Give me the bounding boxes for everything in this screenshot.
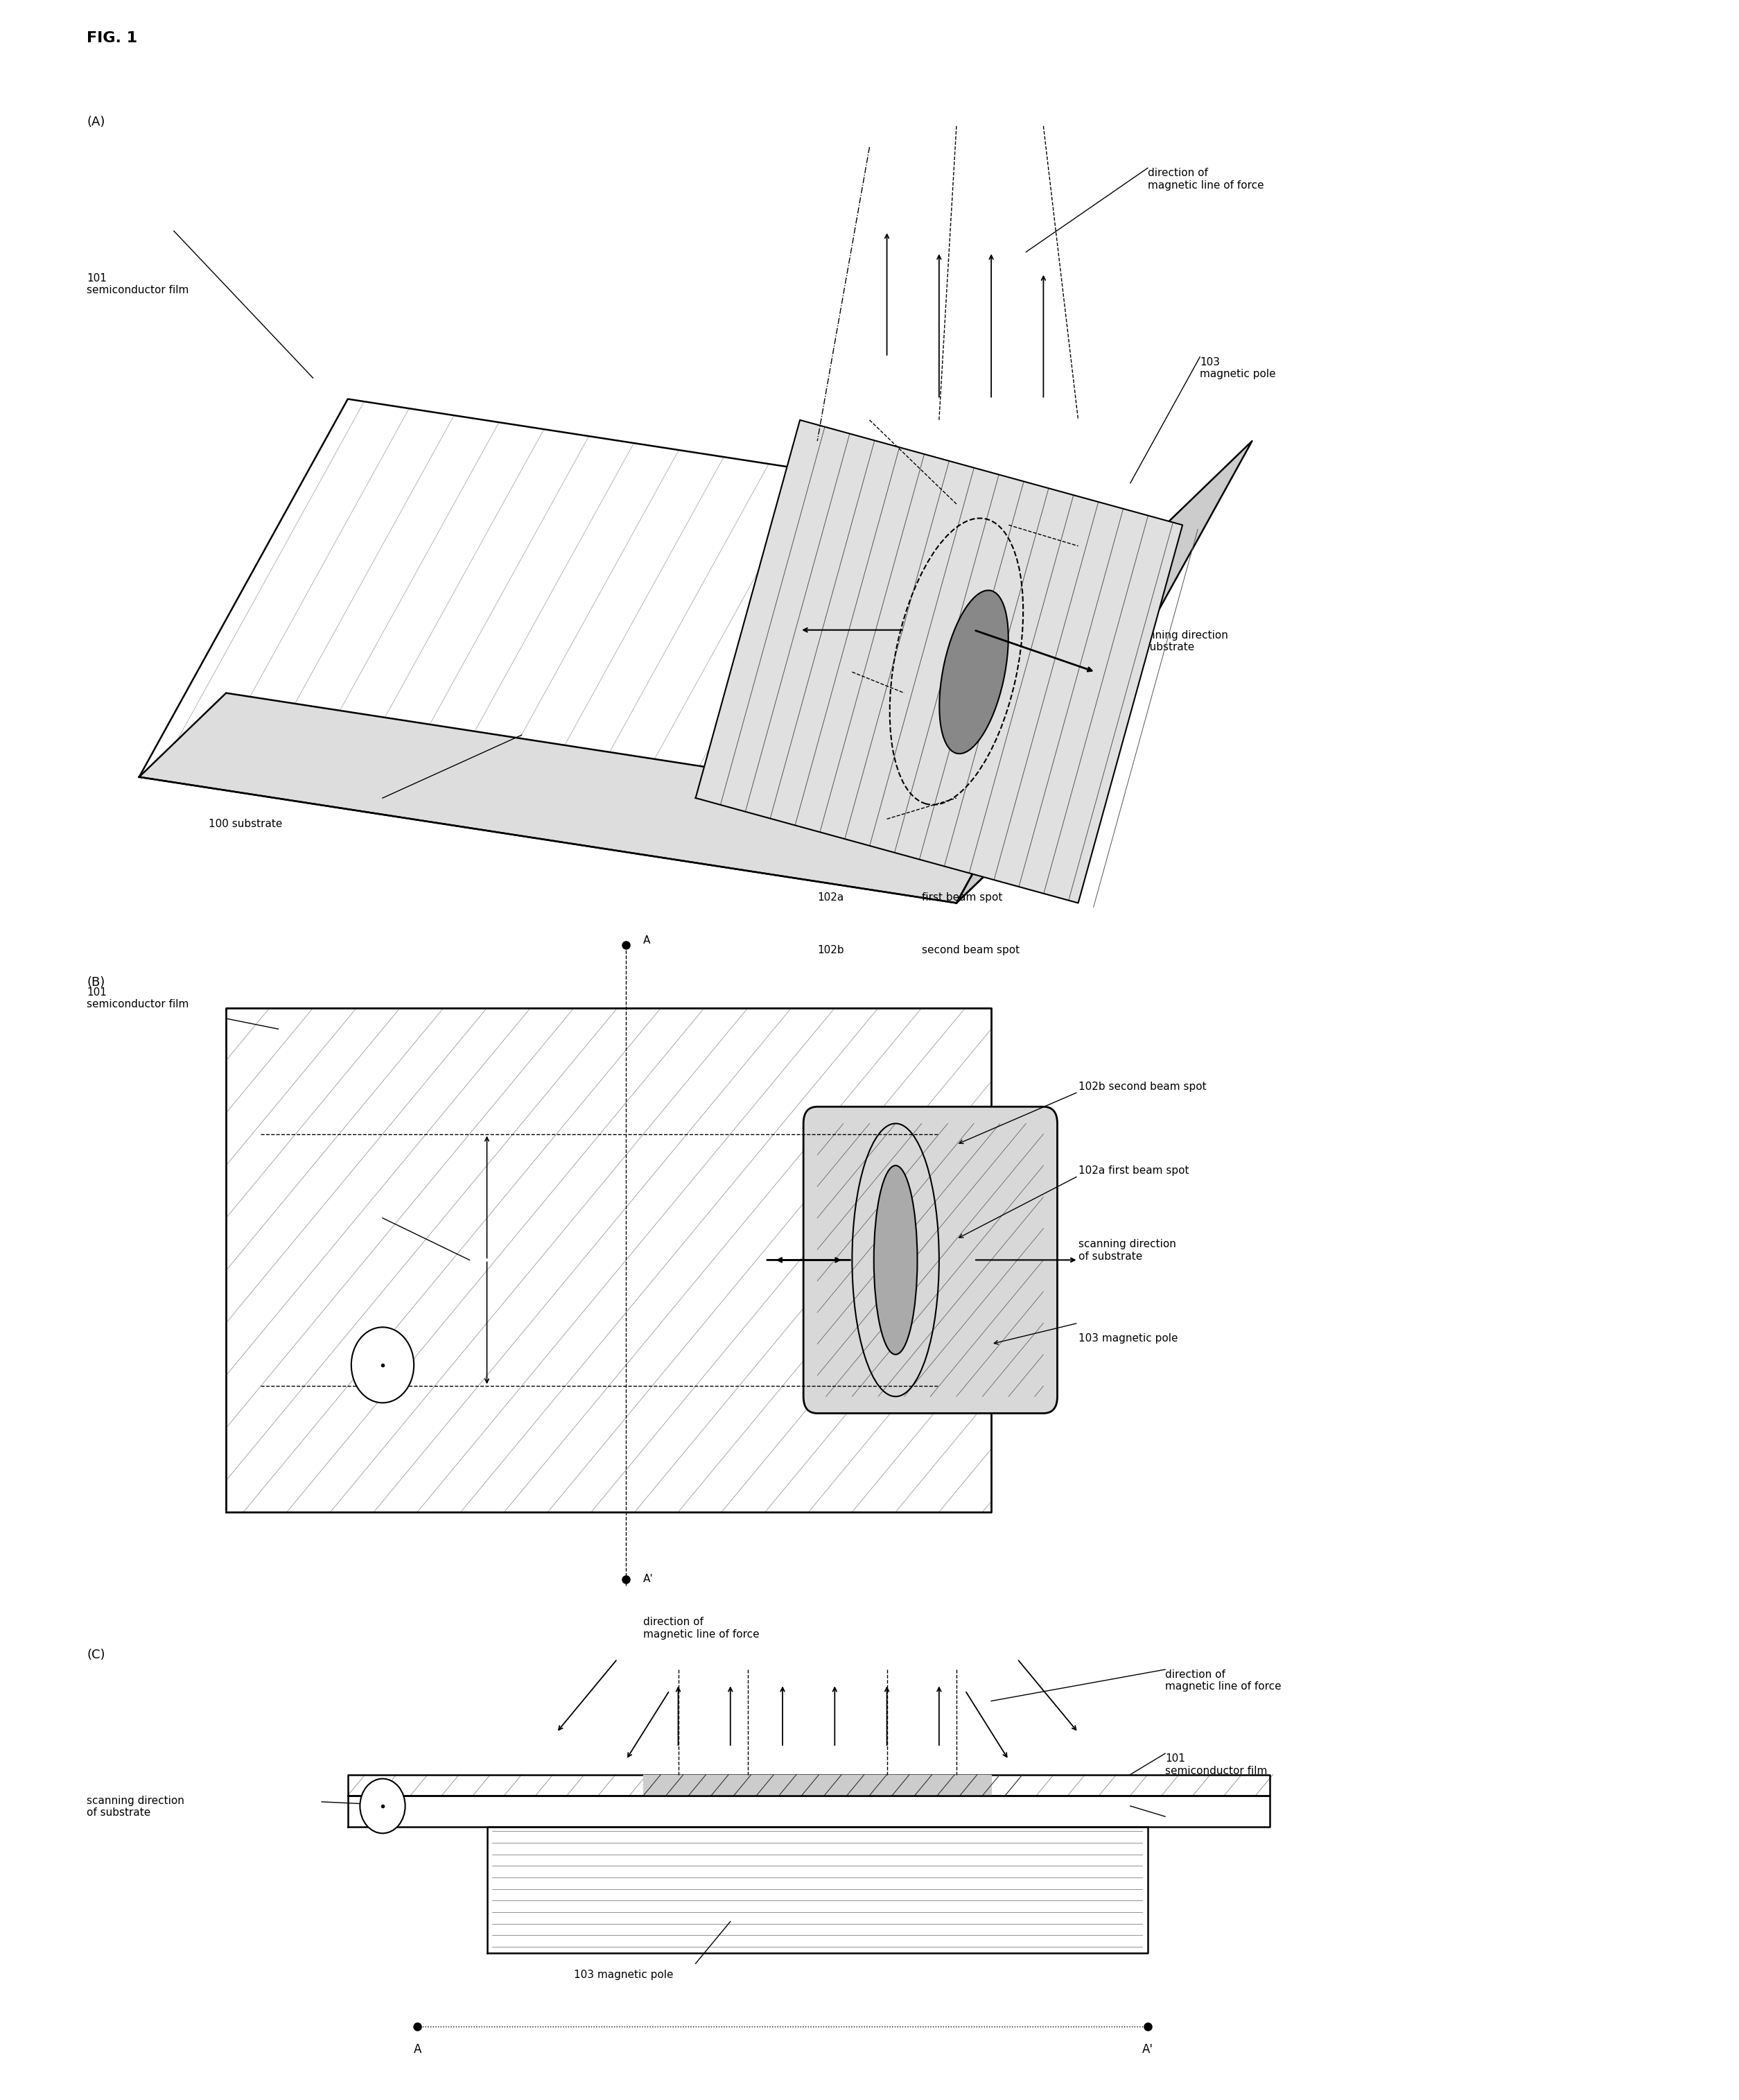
Text: A: A xyxy=(643,937,650,945)
Text: (C): (C) xyxy=(87,1648,106,1661)
Polygon shape xyxy=(487,1827,1148,1953)
Text: direction of
magnetic line of force: direction of magnetic line of force xyxy=(643,1617,760,1640)
Circle shape xyxy=(360,1779,405,1833)
Text: 102a first beam spot: 102a first beam spot xyxy=(1078,1166,1189,1176)
Text: scanning direction
of substrate: scanning direction of substrate xyxy=(1078,1239,1176,1262)
Text: 103 magnetic pole: 103 magnetic pole xyxy=(574,1970,673,1980)
Polygon shape xyxy=(643,1775,991,1796)
Text: FIG. 1: FIG. 1 xyxy=(87,32,137,46)
Polygon shape xyxy=(696,420,1183,903)
Text: scanning direction
of substrate: scanning direction of substrate xyxy=(87,1796,184,1819)
Polygon shape xyxy=(226,1008,991,1512)
Text: 101
semiconductor film: 101 semiconductor film xyxy=(87,987,190,1010)
Text: scanning direction
of substrate: scanning direction of substrate xyxy=(1130,630,1228,653)
Text: 102b second beam spot: 102b second beam spot xyxy=(1078,1082,1207,1092)
Polygon shape xyxy=(139,399,1165,903)
Text: direction of
magnetic line of force: direction of magnetic line of force xyxy=(1165,1670,1282,1693)
Text: A': A' xyxy=(643,1575,654,1583)
Text: direction of
magnetic line of force: direction of magnetic line of force xyxy=(1148,168,1264,191)
Polygon shape xyxy=(956,441,1252,903)
Ellipse shape xyxy=(875,1166,918,1355)
Text: (B): (B) xyxy=(87,977,104,989)
FancyBboxPatch shape xyxy=(803,1107,1057,1413)
Text: second beam spot: second beam spot xyxy=(922,945,1019,956)
Polygon shape xyxy=(139,693,1043,903)
Ellipse shape xyxy=(939,590,1009,754)
Text: A': A' xyxy=(1143,2043,1153,2056)
Text: 102b: 102b xyxy=(817,945,843,956)
Text: 100 substrate: 100 substrate xyxy=(209,819,282,830)
Text: 103 magnetic pole: 103 magnetic pole xyxy=(1078,1334,1177,1344)
Polygon shape xyxy=(348,1796,1269,1827)
Text: 101
semiconductor film: 101 semiconductor film xyxy=(87,273,190,296)
Text: 103
magnetic pole: 103 magnetic pole xyxy=(1200,357,1276,380)
Text: Wb: Wb xyxy=(339,1203,356,1212)
Circle shape xyxy=(351,1327,414,1403)
Polygon shape xyxy=(348,1775,1269,1796)
Text: 102a: 102a xyxy=(817,893,843,903)
Text: 100 substrate: 100 substrate xyxy=(1165,1817,1238,1827)
Text: first beam spot: first beam spot xyxy=(922,893,1002,903)
Text: Wm1: Wm1 xyxy=(278,1203,306,1212)
Text: (A): (A) xyxy=(87,116,106,128)
Text: A: A xyxy=(414,2043,421,2056)
Text: 101
semiconductor film: 101 semiconductor film xyxy=(1165,1754,1268,1777)
